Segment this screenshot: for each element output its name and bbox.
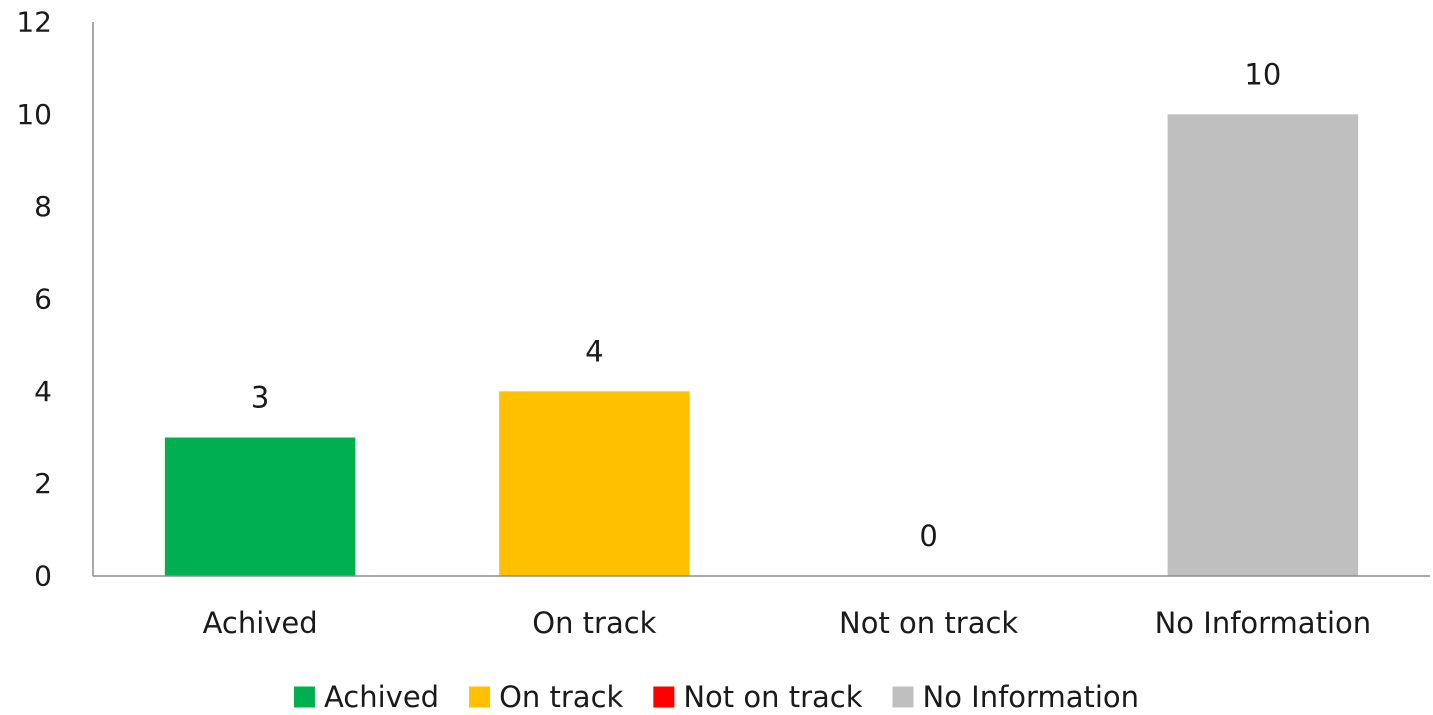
x-tick-label-not-on-track: Not on track xyxy=(839,606,1018,640)
y-tick-label: 8 xyxy=(34,190,52,223)
data-label-not-on-track: 0 xyxy=(919,519,937,553)
data-label-on-track: 4 xyxy=(585,334,603,368)
legend-swatch xyxy=(892,686,914,708)
legend-swatch xyxy=(293,686,315,708)
legend-swatch xyxy=(653,686,675,708)
data-label-achived: 3 xyxy=(251,381,269,415)
y-axis: 0 2 4 6 8 10 12 xyxy=(16,6,94,593)
y-tick-label: 0 xyxy=(34,560,52,593)
data-labels: 3 4 0 10 xyxy=(251,57,1281,553)
legend: Achived On track Not on track No Informatio… xyxy=(293,680,1140,714)
bar-achived xyxy=(164,437,356,576)
x-axis: Achived On track Not on track No Informatio… xyxy=(93,575,1430,640)
bar-on-track xyxy=(499,391,690,576)
legend-item-achived: Achived xyxy=(293,680,439,714)
y-tick-label: 6 xyxy=(34,283,52,316)
legend-item-no-information: No Information xyxy=(892,680,1140,714)
y-tick-label: 4 xyxy=(34,375,52,408)
x-tick-label-achived: Achived xyxy=(203,606,318,640)
bar-no-information xyxy=(1167,114,1359,576)
legend-item-not-on-track: Not on track xyxy=(653,680,863,714)
legend-item-on-track: On track xyxy=(469,680,624,714)
data-label-no-information: 10 xyxy=(1244,57,1281,91)
y-tick-label: 10 xyxy=(16,98,52,131)
y-tick-label: 2 xyxy=(34,467,52,500)
x-tick-label-on-track: On track xyxy=(532,606,656,640)
legend-label: Achived xyxy=(324,680,439,714)
y-tick-label: 12 xyxy=(16,6,52,39)
legend-label: No Information xyxy=(923,680,1140,714)
legend-swatch xyxy=(469,686,491,708)
x-tick-label-no-information: No Information xyxy=(1155,606,1372,640)
legend-label: On track xyxy=(499,680,623,714)
bars xyxy=(164,114,1359,576)
legend-label: Not on track xyxy=(683,680,862,714)
